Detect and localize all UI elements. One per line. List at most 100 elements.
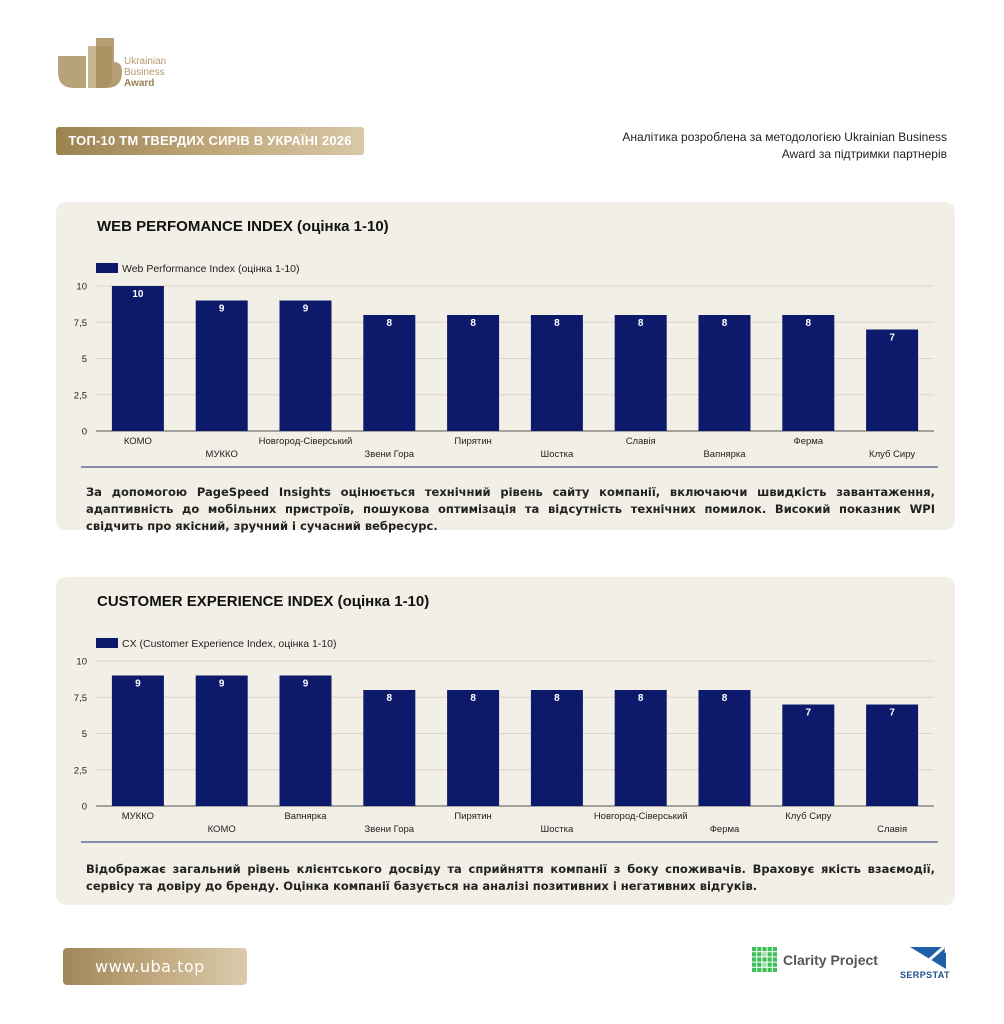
- bar-value-label: 8: [806, 318, 812, 329]
- bar: [447, 690, 500, 806]
- bar-value-label: 8: [470, 318, 476, 329]
- y-tick-label: 7,5: [74, 693, 87, 704]
- bar-value-label: 8: [554, 318, 560, 329]
- logo-line: Ukrainian: [124, 56, 167, 67]
- bar-value-label: 8: [722, 318, 728, 329]
- bar-value-label: 8: [722, 693, 728, 704]
- customer-experience-card: CUSTOMER EXPERIENCE INDEX (оцінка 1-10) …: [56, 577, 955, 905]
- bar-value-label: 7: [889, 333, 895, 344]
- bar-value-label: 9: [219, 679, 225, 690]
- chart-title: WEB PERFOMANCE INDEX (оцінка 1-10): [97, 218, 389, 235]
- clarity-project-name: Clarity Project: [783, 952, 878, 968]
- x-tick-label: Клуб Сиру: [785, 811, 831, 822]
- x-tick-label: Вапнярка: [703, 449, 746, 460]
- bar: [111, 675, 164, 806]
- clarity-grid-cell: [762, 967, 767, 972]
- bar: [363, 315, 416, 431]
- bar: [530, 690, 583, 806]
- x-tick-label: Звени Гора: [365, 824, 415, 835]
- bar: [866, 329, 919, 431]
- x-tick-label: Новгород-Сіверський: [259, 436, 353, 447]
- legend-label: Web Performance Index (оцінка 1-10): [122, 263, 300, 275]
- bar-value-label: 8: [387, 318, 393, 329]
- clarity-grid-cell: [757, 947, 762, 952]
- report-title: ТОП-10 ТМ ТВЕРДИХ СИРІВ В УКРАЇНІ 2026: [56, 127, 364, 155]
- x-tick-label: Клуб Сиру: [869, 449, 915, 460]
- bar-value-label: 8: [638, 318, 644, 329]
- y-tick-label: 10: [76, 282, 87, 293]
- bar: [111, 286, 164, 431]
- clarity-grid-cell: [772, 947, 777, 952]
- bar-value-label: 8: [387, 693, 393, 704]
- clarity-grid-cell: [762, 952, 767, 957]
- clarity-grid-cell: [752, 962, 757, 967]
- clarity-grid-cell: [757, 962, 762, 967]
- bar-value-label: 9: [219, 304, 225, 315]
- clarity-grid-cell: [772, 962, 777, 967]
- legend-swatch: [96, 263, 118, 273]
- bar-value-label: 8: [638, 693, 644, 704]
- clarity-grid-cell: [767, 952, 772, 957]
- bar-value-label: 8: [470, 693, 476, 704]
- chart-description: За допомогою PageSpeed Insights оцінюєть…: [86, 485, 935, 533]
- clarity-grid-cell: [752, 947, 757, 952]
- bar-value-label: 8: [554, 693, 560, 704]
- clarity-grid-icon: [752, 947, 777, 972]
- clarity-grid-cell: [767, 947, 772, 952]
- logo-line: Business: [124, 67, 165, 78]
- clarity-grid-cell: [762, 947, 767, 952]
- x-tick-label: КОМО: [208, 824, 236, 835]
- website-link[interactable]: www.uba.top: [63, 948, 247, 985]
- clarity-grid-cell: [757, 967, 762, 972]
- serpstat-chart-icon: [903, 943, 948, 969]
- logo-wordmark: Ukrainian Business Award: [124, 56, 166, 89]
- x-tick-label: Славія: [877, 824, 907, 835]
- clarity-grid-cell: [762, 962, 767, 967]
- x-tick-label: Шостка: [541, 824, 574, 835]
- x-tick-label: Славія: [626, 436, 656, 447]
- x-tick-label: Шостка: [541, 449, 574, 460]
- y-tick-label: 10: [76, 657, 87, 668]
- y-tick-label: 0: [82, 427, 87, 438]
- chart-description: Відображає загальний рівень клієнтського…: [86, 862, 935, 893]
- bar: [782, 704, 835, 806]
- clarity-grid-cell: [767, 962, 772, 967]
- x-tick-label: Пирятин: [454, 811, 491, 822]
- legend-swatch: [96, 638, 118, 648]
- bar: [195, 300, 248, 431]
- web-performance-chart: Web Performance Index (оцінка 1-10) 0 2,5 5…: [74, 263, 938, 468]
- y-tick-label: 2,5: [74, 765, 87, 776]
- bar: [782, 315, 835, 431]
- logo-line: Award: [124, 78, 155, 89]
- y-tick-label: 5: [82, 729, 87, 740]
- y-tick-label: 2,5: [74, 390, 87, 401]
- bar-value-label: 9: [303, 304, 309, 315]
- x-tick-label: Ферма: [793, 436, 823, 447]
- clarity-grid-cell: [762, 957, 767, 962]
- y-tick-label: 7,5: [74, 318, 87, 329]
- legend-label: CX (Customer Experience Index, оцінка 1-…: [122, 638, 336, 650]
- y-tick-label: 0: [82, 802, 87, 813]
- methodology-note: Аналітика розроблена за методологією Ukr…: [622, 130, 947, 161]
- bar: [279, 675, 332, 806]
- chart-title: CUSTOMER EXPERIENCE INDEX (оцінка 1-10): [97, 593, 430, 610]
- x-tick-label: КОМО: [124, 436, 152, 447]
- clarity-grid-cell: [772, 957, 777, 962]
- bar-value-label: 7: [806, 708, 812, 719]
- bar: [614, 690, 667, 806]
- clarity-grid-cell: [752, 967, 757, 972]
- x-tick-label: Пирятин: [454, 436, 491, 447]
- bar: [195, 675, 248, 806]
- x-tick-label: Вапнярка: [284, 811, 327, 822]
- x-tick-label: Новгород-Сіверський: [594, 811, 688, 822]
- clarity-grid-cell: [767, 957, 772, 962]
- customer-experience-chart: CX (Customer Experience Index, оцінка 1-…: [74, 638, 938, 843]
- x-tick-label: МУККО: [122, 811, 154, 822]
- y-tick-label: 5: [82, 354, 87, 365]
- web-performance-card: WEB PERFOMANCE INDEX (оцінка 1-10) Web P…: [56, 202, 955, 533]
- bar-value-label: 9: [303, 679, 309, 690]
- x-tick-label: МУККО: [206, 449, 238, 460]
- clarity-grid-cell: [752, 952, 757, 957]
- clarity-grid-cell: [757, 952, 762, 957]
- clarity-grid-cell: [772, 967, 777, 972]
